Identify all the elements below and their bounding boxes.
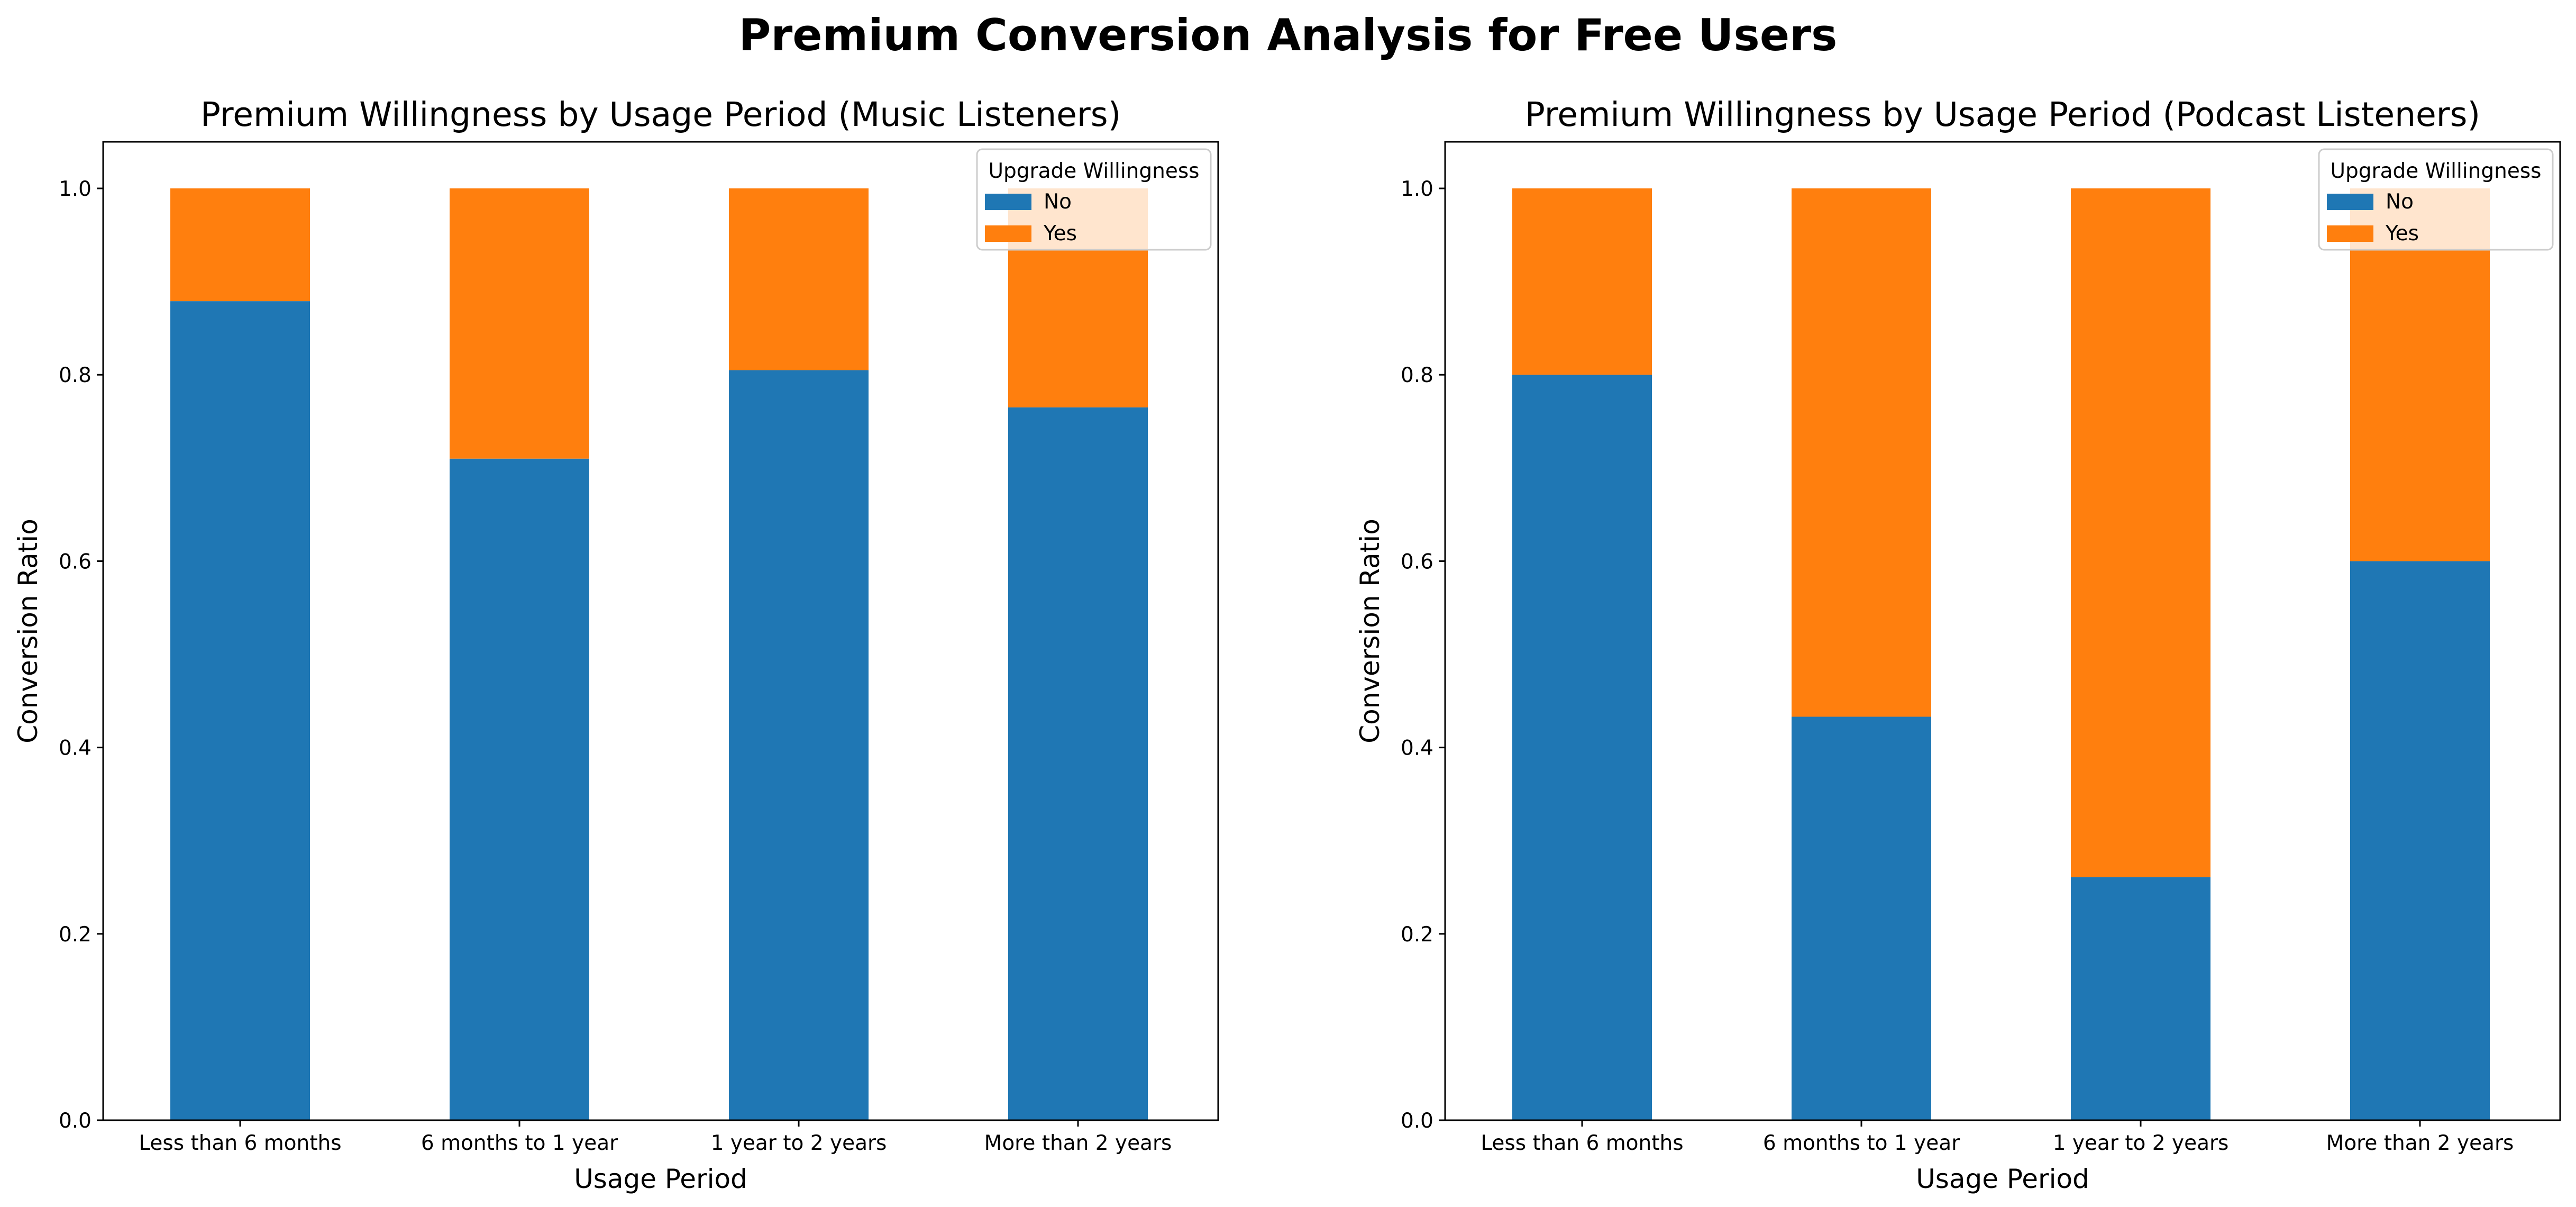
legend-label-no: No xyxy=(2386,190,2414,214)
chart-panel-2: 0.0 0.2 0.4 0.6 0.8 1.0 Less than 6 months 6 mo… xyxy=(1355,95,2561,1194)
legend-box xyxy=(2318,148,2554,251)
chart-title: Premium Willingness by Usage Period (Mus… xyxy=(200,95,1121,134)
legend-swatch-no xyxy=(985,194,1031,210)
y-tick-label: 1.0 xyxy=(1401,177,1433,201)
y-tick-label: 0.8 xyxy=(1401,364,1433,387)
bar-no-3 xyxy=(729,370,869,1120)
x-axis-label: Usage Period xyxy=(1916,1164,2089,1194)
legend: Upgrade Willingness No Yes xyxy=(976,148,1212,251)
bar-no-1 xyxy=(1512,375,1652,1121)
y-tick-label: 1.0 xyxy=(59,177,92,201)
x-tick-label: 6 months to 1 year xyxy=(1763,1131,1960,1155)
chart-panel-1: 0.0 0.2 0.4 0.6 0.8 1.0 Less than 6 months 6 mo… xyxy=(13,95,1219,1194)
x-tick-label: 6 months to 1 year xyxy=(421,1131,618,1155)
chart-title: Premium Willingness by Usage Period (Pod… xyxy=(1525,95,2480,134)
bar-yes-1 xyxy=(170,188,310,302)
figure-suptitle: Premium Conversion Analysis for Free Use… xyxy=(738,10,1838,61)
x-tick-label: Less than 6 months xyxy=(139,1131,341,1155)
y-tick-label: 0.4 xyxy=(59,737,92,760)
y-axis-label: Conversion Ratio xyxy=(1355,519,1385,743)
legend-title: Upgrade Willingness xyxy=(988,159,1199,183)
bar-yes-3 xyxy=(729,188,869,370)
legend-label-yes: Yes xyxy=(2385,222,2419,246)
bar-no-3 xyxy=(2071,877,2210,1120)
x-tick-label: 1 year to 2 years xyxy=(2053,1131,2229,1155)
y-axis-label: Conversion Ratio xyxy=(13,519,43,743)
x-axis-label: Usage Period xyxy=(574,1164,747,1194)
y-tick-label: 0.4 xyxy=(1401,737,1433,760)
bar-yes-2 xyxy=(1792,188,1931,717)
y-tick-label: 0.0 xyxy=(1401,1109,1433,1133)
legend-box xyxy=(976,148,1212,251)
y-tick-label: 0.6 xyxy=(1401,550,1433,574)
bar-no-2 xyxy=(1792,716,1931,1120)
y-tick-label: 0.6 xyxy=(59,550,92,574)
legend-label-yes: Yes xyxy=(1043,222,1077,246)
bar-yes-2 xyxy=(450,188,589,459)
x-tick-label: 1 year to 2 years xyxy=(711,1131,887,1155)
legend-swatch-yes xyxy=(985,225,1031,242)
plot-frame xyxy=(102,141,1219,1121)
x-tick-label: More than 2 years xyxy=(984,1131,1172,1155)
bar-yes-1 xyxy=(1512,188,1652,375)
legend-swatch-no xyxy=(2327,194,2373,210)
y-tick-label: 0.2 xyxy=(1401,923,1433,947)
plot-frame xyxy=(1444,141,2561,1121)
legend-label-no: No xyxy=(1044,190,1072,214)
bar-no-4 xyxy=(2350,561,2490,1120)
y-tick-label: 0.0 xyxy=(59,1109,92,1133)
bar-yes-3 xyxy=(2071,188,2210,877)
x-tick-label: More than 2 years xyxy=(2326,1131,2514,1155)
bar-no-4 xyxy=(1008,407,1148,1121)
legend-title: Upgrade Willingness xyxy=(2330,159,2541,183)
bar-no-1 xyxy=(170,301,310,1121)
legend-swatch-yes xyxy=(2327,225,2373,242)
legend: Upgrade Willingness No Yes xyxy=(2318,148,2554,251)
y-tick-label: 0.8 xyxy=(59,364,92,387)
y-tick-label: 0.2 xyxy=(59,923,92,947)
bar-no-2 xyxy=(450,458,589,1120)
x-tick-label: Less than 6 months xyxy=(1481,1131,1683,1155)
